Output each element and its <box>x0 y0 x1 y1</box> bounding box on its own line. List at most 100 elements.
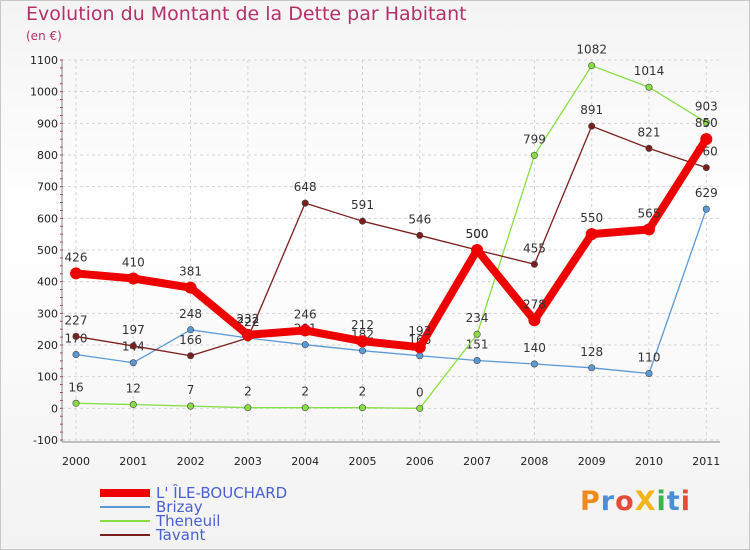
data-point <box>129 401 137 409</box>
y-tick-label: 1000 <box>30 86 58 99</box>
data-label: 212 <box>351 318 374 332</box>
data-point <box>187 352 195 360</box>
data-label: 197 <box>122 323 145 337</box>
data-label: 1014 <box>634 64 665 78</box>
x-tick-label: 2003 <box>234 455 262 468</box>
data-point <box>244 404 252 412</box>
data-point <box>588 62 596 70</box>
data-label: 500 <box>466 227 489 241</box>
data-point <box>127 272 140 285</box>
y-tick-label: 400 <box>37 276 58 289</box>
data-point <box>416 404 424 412</box>
data-label: 166 <box>179 333 202 347</box>
y-tick-label: 200 <box>37 339 58 352</box>
x-tick-label: 2009 <box>578 455 606 468</box>
data-point <box>643 223 655 236</box>
y-tick-label: 100 <box>37 371 58 384</box>
data-point <box>473 357 481 365</box>
data-label: 2 <box>301 385 309 399</box>
legend-label: Brizay <box>156 498 203 516</box>
data-point <box>187 326 195 334</box>
data-point <box>70 267 82 280</box>
data-point <box>301 404 309 412</box>
data-point <box>645 369 653 377</box>
x-tick-label: 2011 <box>692 455 720 468</box>
data-point <box>72 350 80 358</box>
legend-item: L' ÎLE-BOUCHARD <box>100 484 288 502</box>
chart-legend: L' ÎLE-BOUCHARD Brizay Theneuil Tavant <box>100 484 288 544</box>
series-line <box>75 65 707 409</box>
data-label: 12 <box>126 382 141 396</box>
data-label: 2 <box>244 385 252 399</box>
data-point <box>702 205 710 213</box>
data-label: 193 <box>408 324 431 338</box>
data-label: 234 <box>466 311 489 325</box>
legend-label: Theneuil <box>156 512 221 530</box>
data-label: 0 <box>416 385 424 399</box>
data-point <box>528 314 541 327</box>
data-label: 248 <box>179 307 202 321</box>
series-line <box>75 125 707 357</box>
legend-label: L' ÎLE-BOUCHARD <box>156 484 288 502</box>
y-tick-label: -100 <box>33 434 58 447</box>
data-point <box>184 281 197 294</box>
legend-item: Theneuil <box>100 512 287 530</box>
data-point <box>530 260 538 268</box>
data-label: 426 <box>65 250 88 264</box>
x-tick-label: 2010 <box>635 455 663 468</box>
data-label: 2 <box>359 385 367 399</box>
data-point <box>700 133 713 146</box>
x-tick-label: 2008 <box>520 455 548 468</box>
series-line <box>75 137 710 352</box>
data-point <box>530 360 538 368</box>
data-label: 140 <box>523 341 546 355</box>
data-point <box>356 335 369 348</box>
x-tick-label: 2005 <box>349 455 377 468</box>
legend-swatch <box>100 534 150 536</box>
data-label: 799 <box>523 132 546 146</box>
data-point <box>413 341 426 354</box>
y-tick-label: 1100 <box>30 54 58 67</box>
legend-swatch <box>100 489 150 497</box>
x-tick-label: 2002 <box>177 455 205 468</box>
data-label: 850 <box>695 116 718 130</box>
data-point <box>72 399 80 407</box>
data-label: 246 <box>294 307 317 321</box>
data-label: 232 <box>236 312 259 326</box>
data-point <box>473 330 481 338</box>
data-label: 821 <box>638 125 661 139</box>
y-tick-label: 0 <box>51 402 58 415</box>
data-point <box>471 244 484 256</box>
data-label: 591 <box>351 198 374 212</box>
x-tick-label: 2004 <box>291 455 319 468</box>
legend-swatch <box>100 506 150 508</box>
y-tick-label: 800 <box>37 149 58 162</box>
data-label: 903 <box>695 99 718 113</box>
data-point <box>299 324 312 337</box>
data-point <box>702 164 710 172</box>
data-point <box>241 328 254 341</box>
data-point <box>645 83 653 91</box>
series-line <box>75 208 707 375</box>
data-label: 7 <box>187 383 195 397</box>
data-point <box>129 359 137 367</box>
data-point <box>187 402 195 410</box>
chart-subtitle: (en €) <box>26 29 62 43</box>
data-label: 546 <box>408 212 431 226</box>
x-tick-label: 2007 <box>463 455 491 468</box>
legend-item: Brizay <box>100 498 287 516</box>
data-label: 16 <box>68 380 83 394</box>
legend-swatch <box>100 520 150 522</box>
y-tick-label: 600 <box>37 212 58 225</box>
y-tick-label: 500 <box>37 244 58 257</box>
data-point <box>585 228 598 241</box>
data-point <box>358 217 366 225</box>
data-point <box>72 332 80 340</box>
data-label: 278 <box>523 297 546 311</box>
data-point <box>645 144 653 152</box>
x-tick-label: 2001 <box>119 455 147 468</box>
legend-item: Tavant <box>100 526 287 544</box>
data-label: 128 <box>580 345 603 359</box>
data-label: 500 <box>466 227 489 241</box>
